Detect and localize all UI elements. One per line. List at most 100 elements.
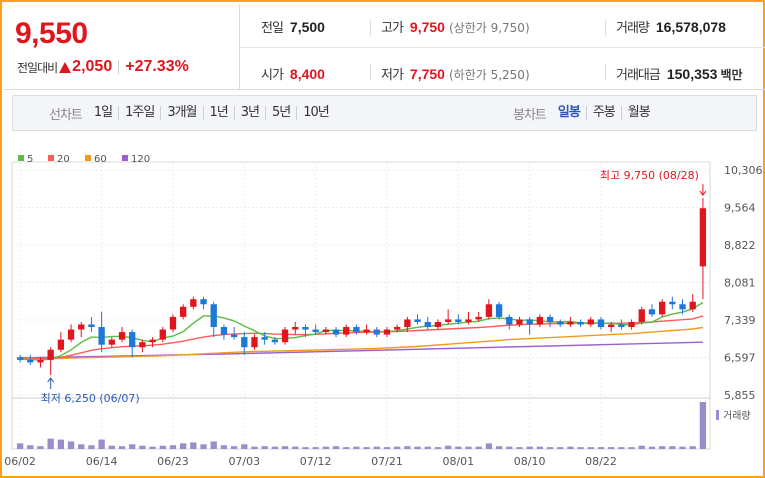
candle-body [332, 329, 340, 335]
volume-bar [465, 446, 472, 449]
volume-bar [658, 446, 666, 449]
change-percent: +27.33% [125, 58, 189, 75]
volume-bar [200, 444, 207, 449]
tab-daily[interactable]: 일봉 [557, 105, 581, 120]
low-value: 7,750 [409, 66, 445, 82]
line-chart-title: 선차트 [49, 107, 83, 123]
candle-body [404, 319, 411, 328]
legend-label: 20 [57, 154, 70, 165]
candle-body [394, 327, 401, 330]
candle-body [587, 319, 594, 325]
candle-body [597, 319, 605, 328]
current-price: 9,550 [15, 17, 88, 50]
volume-bar [37, 446, 44, 449]
candle-body [343, 327, 350, 335]
volume-bar [88, 445, 95, 449]
volume-bar [302, 447, 309, 449]
price-summary: 9,550 전일대비 2,050 +27.33% [4, 4, 240, 90]
ma60-line [20, 326, 704, 360]
volume-bar [648, 446, 656, 449]
candle-body [292, 327, 299, 330]
high-stat: 고가 9,750 (상한가 9,750) [381, 17, 530, 36]
candle-chart-tabs: 봉차트 일봉 주봉 월봉 [513, 96, 656, 130]
candle-body [98, 327, 105, 345]
tab-3y[interactable]: 3년 [233, 106, 265, 120]
divider [118, 60, 120, 74]
candle-body [475, 316, 482, 320]
divider [370, 64, 371, 80]
candle-body [628, 321, 635, 328]
volume-bar [506, 446, 513, 449]
candle-body [618, 324, 625, 328]
volume-bar [444, 445, 452, 449]
volume-bar [689, 446, 696, 449]
candle-body [495, 304, 503, 317]
volume-bar [118, 446, 126, 449]
row-divider [240, 47, 765, 48]
divider [605, 64, 606, 80]
tab-1y[interactable]: 1년 [202, 106, 234, 120]
candle-body [699, 208, 707, 267]
volume-bar [241, 444, 248, 449]
volume-bar [394, 446, 401, 449]
max-arrow-head-icon [699, 190, 707, 196]
candle-body [149, 339, 156, 343]
volume-bar [16, 443, 24, 449]
x-tick-label: 07/21 [371, 455, 403, 468]
candle-body [455, 319, 462, 322]
candle-body [526, 319, 533, 325]
chart-toolbar: 선차트 1일 1주일 3개월 1년 3년 5년 10년 봉차트 일봉 주봉 월봉 [12, 95, 757, 131]
candle-body [271, 339, 279, 343]
x-tick-label: 06/23 [157, 455, 189, 468]
candle-body [169, 316, 177, 330]
tab-5y[interactable]: 5년 [265, 106, 296, 120]
volume-value: 16,578,078 [655, 19, 726, 35]
volume-bar [169, 445, 177, 449]
volume-bar [27, 445, 34, 449]
amount-label: 거래대금 [616, 68, 661, 83]
volume-bar [577, 447, 584, 449]
x-tick-label: 06/14 [86, 455, 118, 468]
volume-bar [638, 445, 645, 449]
tab-1w[interactable]: 1주일 [118, 106, 160, 120]
volume-bar [546, 447, 554, 449]
volume-label: 거래량 [723, 410, 751, 422]
tab-3m[interactable]: 3개월 [160, 106, 202, 120]
prev-close-stat: 전일 7,500 [261, 17, 325, 36]
volume-bar [230, 446, 238, 449]
volume-bar [210, 441, 217, 449]
legend-label: 120 [131, 154, 150, 165]
volume-bar [608, 447, 615, 449]
legend-swatch [122, 155, 128, 161]
candle-body [47, 349, 54, 360]
candle-body [638, 309, 645, 322]
tab-10y[interactable]: 10년 [296, 106, 335, 120]
price-chart: 10,306 9,564 8,822 8,081 7,339 6,597 5,855 06/0… [2, 142, 765, 478]
volume-bar [159, 445, 166, 449]
volume-bar [78, 444, 85, 449]
y-tick-label: 8,081 [724, 277, 756, 290]
candle-body [88, 324, 95, 328]
x-tick-label: 08/10 [514, 455, 546, 468]
candle-body [159, 329, 166, 340]
volume-bar [414, 446, 421, 449]
candle-body [16, 357, 24, 360]
candle-body [322, 329, 329, 333]
change-row: 전일대비 2,050 +27.33% [17, 58, 189, 76]
y-tick-label: 6,597 [724, 352, 756, 365]
line-chart-tabs: 선차트 1일 1주일 3개월 1년 3년 5년 10년 [49, 96, 335, 130]
candle-body [241, 337, 248, 348]
max-annotation: 최고 9,750 (08/28) [600, 169, 699, 182]
volume-bar [455, 446, 462, 449]
tab-weekly[interactable]: 주봉 [585, 106, 621, 120]
legend-swatch [85, 155, 91, 161]
candle-chart-title: 봉차트 [513, 107, 547, 123]
tab-1d[interactable]: 1일 [93, 105, 113, 120]
candle-body [200, 299, 207, 305]
tab-monthly[interactable]: 월봉 [620, 106, 656, 120]
candle-body [78, 324, 85, 330]
candle-body [281, 329, 289, 343]
volume-bar [597, 447, 605, 449]
volume-label: 거래량 [616, 21, 650, 36]
volume-bar [363, 447, 370, 449]
